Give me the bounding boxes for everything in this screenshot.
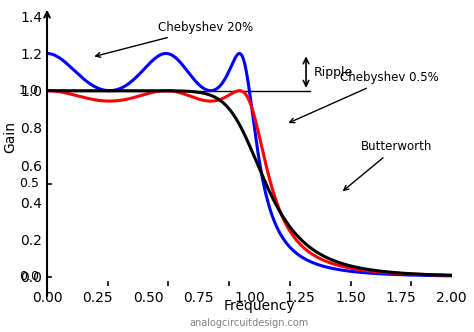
Text: Butterworth: Butterworth — [344, 140, 432, 190]
Text: Ripple: Ripple — [314, 66, 354, 79]
Text: Gain: Gain — [4, 121, 18, 153]
Text: 0.5: 0.5 — [19, 177, 39, 190]
Text: 1.0: 1.0 — [19, 84, 39, 97]
Text: Frequency: Frequency — [224, 299, 295, 313]
Text: analogcircuitdesign.com: analogcircuitdesign.com — [190, 318, 309, 328]
Text: Chebyshev 20%: Chebyshev 20% — [96, 21, 254, 57]
Text: Chebyshev 0.5%: Chebyshev 0.5% — [290, 71, 439, 123]
Text: 0.0: 0.0 — [19, 270, 39, 283]
